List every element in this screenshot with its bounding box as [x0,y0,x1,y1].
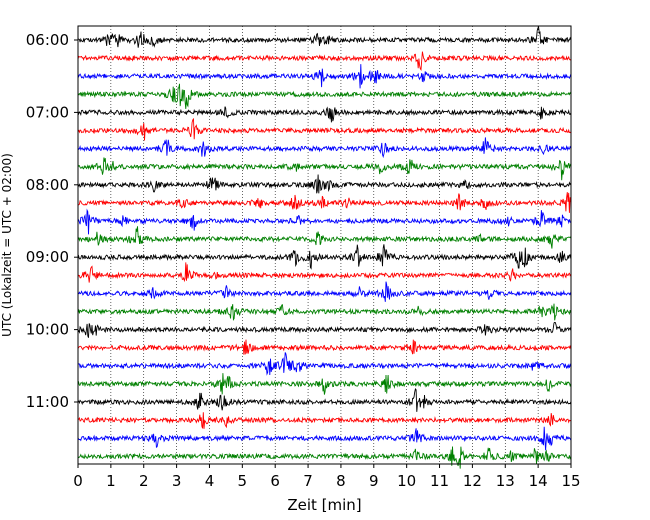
trace-line [77,412,572,429]
y-axis-label: UTC (Lokalzeit = UTC + 02:00) [0,153,14,337]
x-tick-label: 6 [270,472,280,490]
trace-line [77,106,572,123]
trace-line [78,281,572,302]
trace-line [77,426,572,451]
trace-line [77,446,572,469]
x-tick-label: 7 [303,472,313,490]
trace-line [77,303,572,321]
trace-layer [77,25,572,469]
y-tick-label: 07:00 [26,103,69,121]
x-tick-label: 10 [397,472,416,490]
x-tick-label: 12 [463,472,482,490]
x-tick-label: 1 [106,472,116,490]
x-tick-label: 5 [238,472,248,490]
x-tick-label: 4 [205,472,215,490]
trace-line [77,64,572,89]
trace-line [77,208,572,235]
axis-layer: 0 1 2 3 4 5 6 7 8 9 10 11 12 13 14 1506:0007:0008:0009:… [26,31,581,490]
trace-line [77,388,572,412]
trace-line [77,352,572,376]
trace-line [77,339,572,355]
y-tick-label: 10:00 [26,321,69,339]
x-tick-label: 0 [73,472,83,490]
trace-line [77,137,572,159]
trace-line [77,25,572,48]
trace-line [77,226,572,249]
x-tick-label: 9 [369,472,379,490]
x-tick-label: 8 [336,472,346,490]
trace-line [77,174,572,194]
x-tick-label: 14 [529,472,548,490]
y-tick-label: 11:00 [26,393,69,411]
trace-line [77,157,572,181]
trace-line [77,83,572,109]
x-tick-label: 2 [139,472,149,490]
x-tick-label: 3 [172,472,182,490]
y-tick-label: 08:00 [26,176,69,194]
trace-line [77,321,572,338]
plot-frame [77,25,572,465]
x-axis-label: Zeit [min] [287,496,361,514]
trace-line [77,373,572,395]
trace-line [77,117,572,141]
x-tick-label: 11 [430,472,449,490]
trace-line [77,262,572,283]
y-tick-label: 06:00 [26,31,69,49]
grid-layer [110,26,539,464]
trace-line [77,192,572,213]
y-tick-label: 09:00 [26,248,69,266]
x-tick-label: 15 [561,472,580,490]
x-tick-label: 13 [496,472,515,490]
trace-line [77,51,572,71]
trace-line [77,244,572,270]
